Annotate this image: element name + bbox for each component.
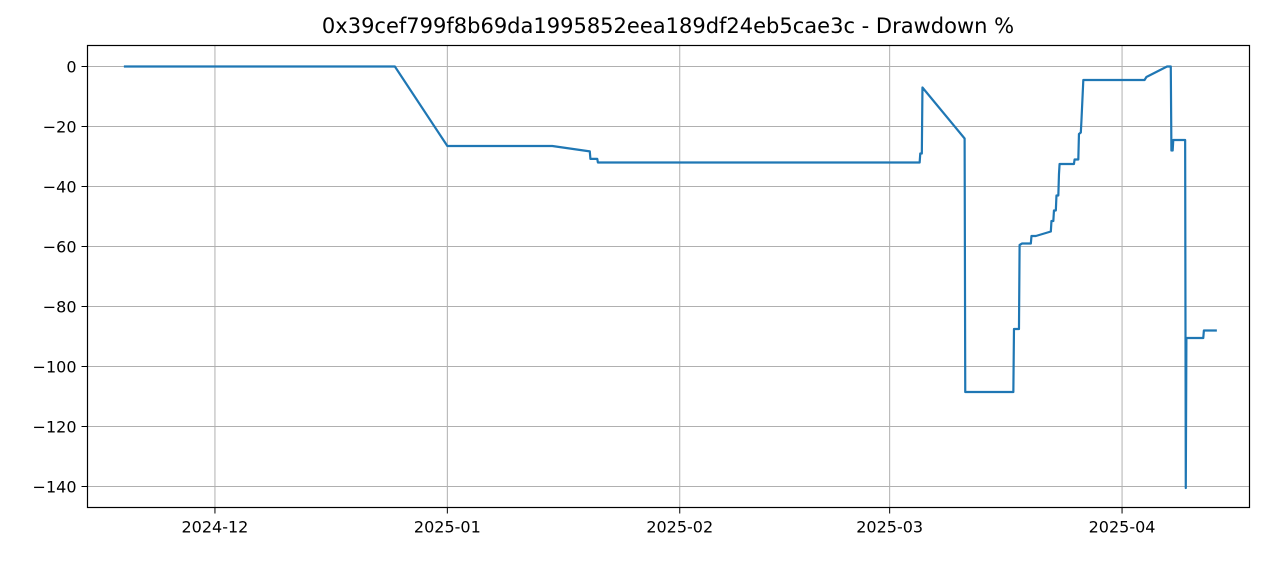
y-tick-label: −60 <box>43 238 77 257</box>
grid-layer <box>87 45 1250 508</box>
y-tick-label: −100 <box>33 358 77 377</box>
y-tick-label: −80 <box>43 298 77 317</box>
chart-title: 0x39cef799f8b69da1995852eea189df24eb5cae… <box>322 14 1014 38</box>
x-tick-label: 2025-01 <box>414 518 481 537</box>
y-tick-label: −140 <box>33 478 77 497</box>
x-tick-label: 2025-03 <box>856 518 923 537</box>
y-tick-label: −120 <box>33 418 77 437</box>
x-tick-label: 2025-04 <box>1089 518 1156 537</box>
drawdown-series-line <box>123 65 1217 490</box>
x-tick-label: 2024-12 <box>182 518 249 537</box>
y-tick-label: 0 <box>66 58 76 77</box>
series-layer <box>123 65 1217 490</box>
x-tick-label: 2025-02 <box>646 518 713 537</box>
ticks-layer: 2024-12 2025-01 2025-02 2025-03 2025-04 0 −20 −… <box>33 58 1156 537</box>
plot-frame <box>86 44 1251 509</box>
y-tick-label: −40 <box>43 178 77 197</box>
y-tick-label: −20 <box>43 118 77 137</box>
